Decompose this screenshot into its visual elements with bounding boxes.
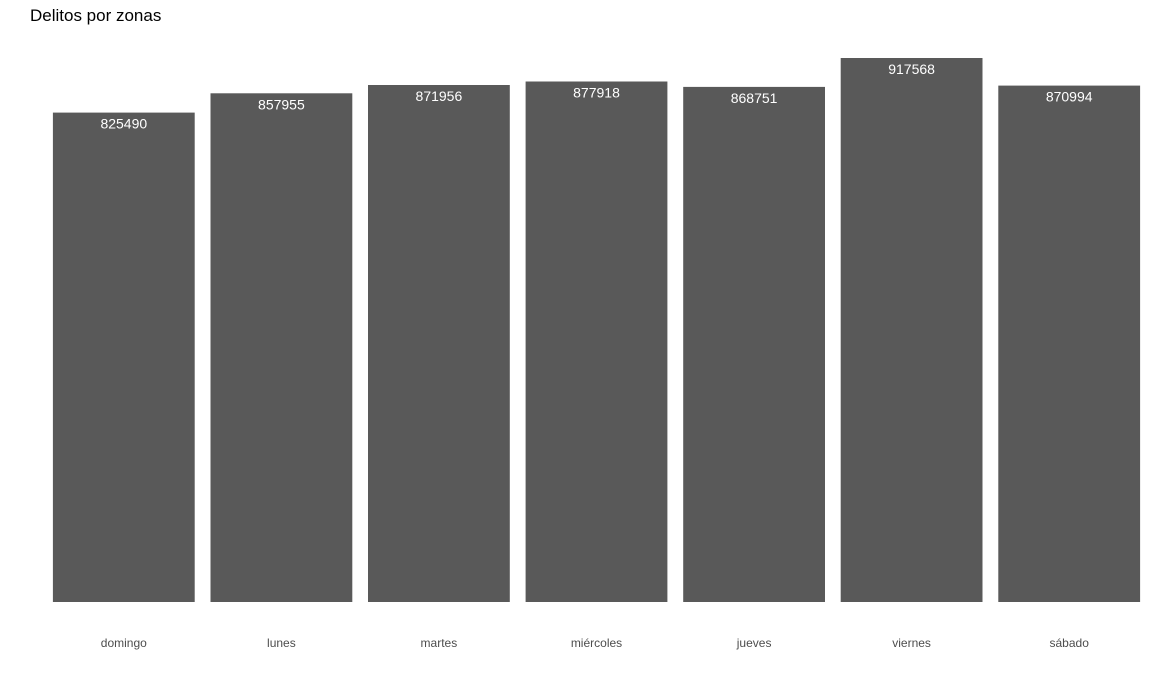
bar-martes <box>368 85 510 602</box>
bar-value-label-sábado: 870994 <box>1046 89 1093 105</box>
bar-value-label-miércoles: 877918 <box>573 85 620 101</box>
bar-domingo <box>52 112 195 602</box>
x-tick-label-miércoles: miércoles <box>571 636 622 650</box>
chart-title: Delitos por zonas <box>30 6 162 25</box>
bar-lunes <box>210 93 353 603</box>
x-tick-label-jueves: jueves <box>736 636 772 650</box>
bar-jueves <box>683 86 825 602</box>
x-tick-label-viernes: viernes <box>892 636 931 650</box>
x-tick-label-martes: martes <box>421 636 458 650</box>
x-tick-label-lunes: lunes <box>267 636 296 650</box>
bar-miércoles <box>525 81 668 602</box>
bar-value-label-martes: 871956 <box>416 88 463 104</box>
bar-value-label-lunes: 857955 <box>258 96 305 112</box>
bar-value-label-domingo: 825490 <box>100 116 147 132</box>
bar-viernes <box>840 58 983 602</box>
bar-value-label-viernes: 917568 <box>888 61 935 77</box>
x-tick-label-sábado: sábado <box>1050 636 1090 650</box>
bar-sábado <box>998 85 1141 603</box>
bar-value-label-jueves: 868751 <box>731 90 778 106</box>
x-tick-label-domingo: domingo <box>101 636 147 650</box>
